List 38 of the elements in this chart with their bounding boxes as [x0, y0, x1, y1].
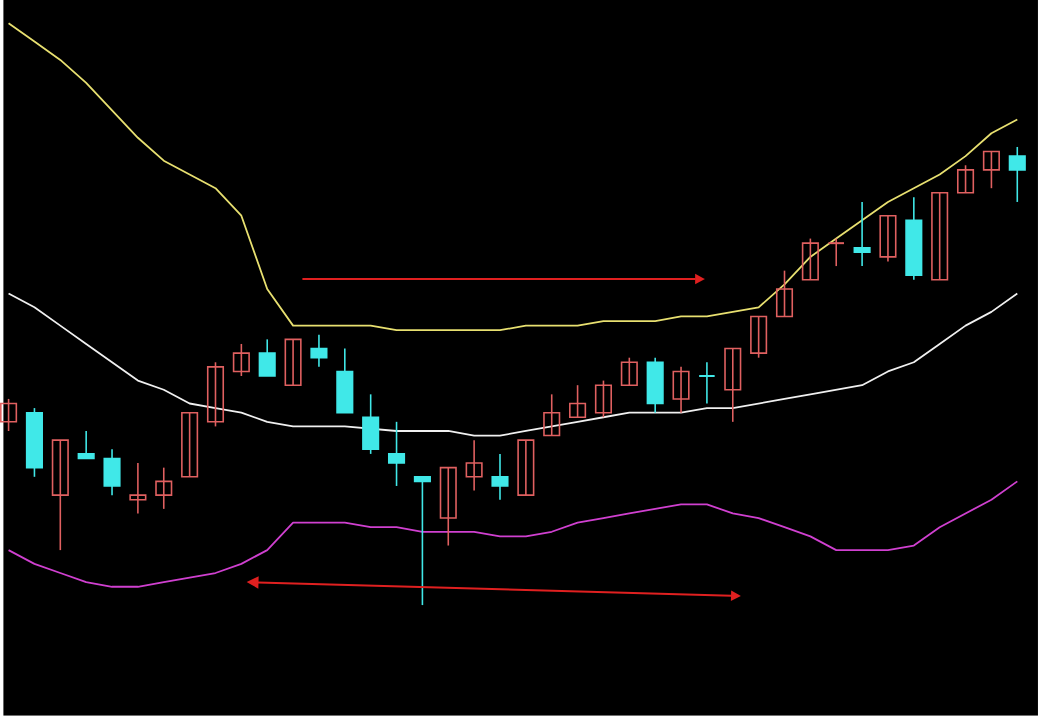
candlestick [413, 476, 431, 607]
candlestick [879, 215, 897, 263]
candlestick [439, 467, 457, 547]
candlestick [51, 439, 69, 552]
candlestick [465, 439, 483, 492]
candlestick [594, 379, 613, 419]
candlestick [775, 270, 794, 318]
candlestick [672, 366, 690, 414]
candlestick [620, 357, 638, 387]
candlestick [956, 164, 975, 194]
candlestick [931, 192, 949, 281]
candlestick [698, 361, 716, 405]
candlestick [232, 343, 250, 378]
candlestick [1008, 146, 1026, 203]
candlestick [310, 334, 328, 368]
candlestick [258, 338, 276, 378]
candlestick [336, 347, 354, 414]
candlestick [155, 467, 173, 510]
candlestick [284, 338, 302, 387]
candlestick [982, 150, 1000, 190]
candlestick [103, 448, 121, 497]
candlestick [853, 201, 871, 268]
candlestick [750, 315, 768, 359]
candlestick [77, 430, 95, 460]
candlestick [181, 412, 199, 478]
candlestick [724, 347, 742, 423]
candlestick [801, 237, 819, 281]
candlestick [517, 439, 535, 497]
candlestick [362, 393, 380, 455]
candlestick [491, 453, 509, 501]
candlestick [569, 384, 587, 419]
candlestick [827, 237, 845, 268]
candlestick [387, 421, 406, 487]
candlestick [129, 462, 147, 515]
candlestick [0, 398, 18, 432]
candlestick [543, 393, 561, 437]
candlestick [206, 361, 225, 428]
candlestick [646, 357, 664, 414]
